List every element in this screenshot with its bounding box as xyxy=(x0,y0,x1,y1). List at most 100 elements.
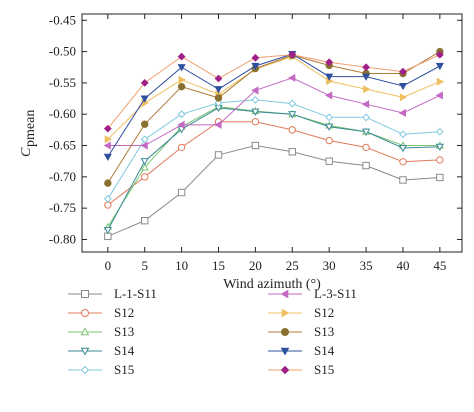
data-point xyxy=(435,62,444,71)
y-tick-label: -0.45 xyxy=(49,12,76,27)
data-point xyxy=(435,143,444,152)
legend-label: S12 xyxy=(114,305,134,320)
data-point xyxy=(177,120,185,129)
data-point xyxy=(361,100,370,109)
data-point xyxy=(80,365,90,375)
data-point xyxy=(288,148,296,156)
x-tick-label: 45 xyxy=(433,258,446,273)
data-point xyxy=(251,53,260,62)
data-point xyxy=(177,143,186,152)
series-4 xyxy=(103,104,444,235)
legend-item: S12 xyxy=(268,305,334,320)
data-point xyxy=(325,113,334,122)
data-point xyxy=(177,188,186,197)
data-point xyxy=(214,99,223,107)
legend-label: S12 xyxy=(314,305,334,320)
data-point xyxy=(288,73,296,82)
data-point xyxy=(288,99,297,108)
y-tick-label: -0.50 xyxy=(49,44,76,59)
data-point xyxy=(280,289,289,299)
data-point xyxy=(362,73,371,81)
legend-item: S14 xyxy=(68,343,135,358)
series-line xyxy=(107,54,441,129)
y-axis-ticks: -0.45 -0.50 -0.55 -0.60 -0.65 -0.70 -0.75 -0.80 xyxy=(49,12,462,246)
data-point xyxy=(325,136,333,145)
data-point xyxy=(140,158,149,166)
data-point xyxy=(140,95,149,103)
series-line xyxy=(107,53,441,158)
data-point xyxy=(281,328,289,336)
data-point xyxy=(214,74,223,83)
data-point xyxy=(399,176,407,184)
legend-item: L-3-S11 xyxy=(268,286,357,301)
x-tick-label: 20 xyxy=(249,258,262,273)
plot-frame xyxy=(81,13,463,253)
data-point xyxy=(435,91,443,100)
legend-label: L-3-S11 xyxy=(314,286,357,301)
series-line xyxy=(107,121,440,206)
data-point xyxy=(398,108,407,118)
data-point xyxy=(177,110,186,119)
legend-label: S15 xyxy=(114,362,134,377)
data-point xyxy=(177,64,186,72)
y-tick-label: -0.80 xyxy=(49,231,76,246)
data-point xyxy=(398,144,408,153)
data-point xyxy=(178,75,186,84)
legend-item: S13 xyxy=(68,324,134,339)
y-tick-label: -0.65 xyxy=(49,138,76,153)
y-tick-label: -0.75 xyxy=(49,200,76,215)
data-point xyxy=(435,127,444,136)
series-5 xyxy=(103,95,444,203)
data-point xyxy=(141,120,149,128)
legend-label: S14 xyxy=(314,343,335,358)
data-point xyxy=(251,95,260,104)
data-point xyxy=(399,67,407,76)
data-point xyxy=(103,124,112,133)
data-point xyxy=(140,135,149,144)
data-point xyxy=(362,113,370,122)
data-point xyxy=(140,141,148,150)
y-axis-label-sub: pmean xyxy=(23,110,38,147)
legend-label: L-1-S11 xyxy=(114,286,157,301)
data-point xyxy=(81,309,89,317)
series-2 xyxy=(104,118,444,209)
data-point xyxy=(280,365,290,375)
series-line xyxy=(107,144,440,237)
data-point xyxy=(81,290,89,298)
data-point xyxy=(288,50,297,59)
legend-label: S15 xyxy=(314,362,334,377)
x-axis-ticks: 0 5 10 15 20 25 30 35 40 45 xyxy=(105,14,446,273)
data-point xyxy=(362,161,370,170)
data-point xyxy=(214,94,223,102)
data-point xyxy=(436,173,444,182)
data-point xyxy=(399,93,408,102)
data-point xyxy=(363,85,371,94)
series-6 xyxy=(103,73,443,150)
legend: L-1-S11 S12 S13 S14 S15 L-3-S11 S12 S13 S14 S15 xyxy=(68,286,357,377)
y-tick-label: -0.60 xyxy=(49,106,76,121)
x-tick-label: 15 xyxy=(212,258,225,273)
data-point xyxy=(104,179,112,187)
data-point xyxy=(104,135,113,144)
data-point xyxy=(362,63,370,72)
y-tick-label: -0.70 xyxy=(49,169,76,184)
data-point xyxy=(141,173,149,181)
series-line xyxy=(107,51,441,184)
data-point xyxy=(103,153,112,162)
legend-item: S13 xyxy=(268,324,334,339)
series-3 xyxy=(103,102,444,231)
data-point xyxy=(435,50,444,59)
data-point xyxy=(288,111,297,119)
data-point xyxy=(325,73,334,81)
data-point xyxy=(325,123,334,131)
data-point xyxy=(281,308,290,318)
legend-item: S15 xyxy=(268,362,334,377)
legend-item: S15 xyxy=(68,362,134,377)
data-point xyxy=(251,141,260,150)
legend-item: L-1-S11 xyxy=(68,286,157,301)
data-point xyxy=(141,216,149,225)
data-point xyxy=(104,201,112,209)
legend-label: S14 xyxy=(114,343,135,358)
x-tick-label: 30 xyxy=(323,258,336,273)
